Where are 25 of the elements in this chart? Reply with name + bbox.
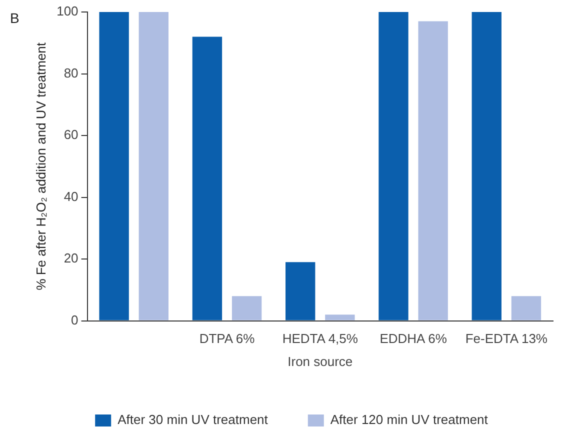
bar [472,12,502,320]
y-tick-label: 0 [71,312,78,328]
y-tick-label: 40 [64,188,78,204]
legend-label: After 30 min UV treatment [118,412,268,428]
bar [232,296,262,320]
bar [378,12,408,320]
bar [192,36,222,320]
y-tick-label: 60 [64,127,78,142]
x-axis-title: Iron source [288,354,353,369]
bar [418,21,448,320]
y-axis-title: % Fe after H₂O₂ addition and UV treatment [33,42,48,290]
x-tick-label: DTPA 6% [199,331,256,346]
y-tick-label: 100 [56,4,78,19]
y-tick-label: 20 [64,250,78,266]
y-tick-label: 80 [64,65,78,80]
bar [286,262,316,320]
legend-label: After 120 min UV treatment [330,412,488,428]
bar [325,314,355,320]
x-tick-label: EDDHA 6% [380,331,448,346]
text: B [10,10,20,26]
x-tick-label: HEDTA 4,5% [282,331,358,346]
x-tick-label: Fe-EDTA 13% [465,331,548,346]
bar [99,12,129,320]
bar [511,296,542,320]
bar [138,12,168,320]
